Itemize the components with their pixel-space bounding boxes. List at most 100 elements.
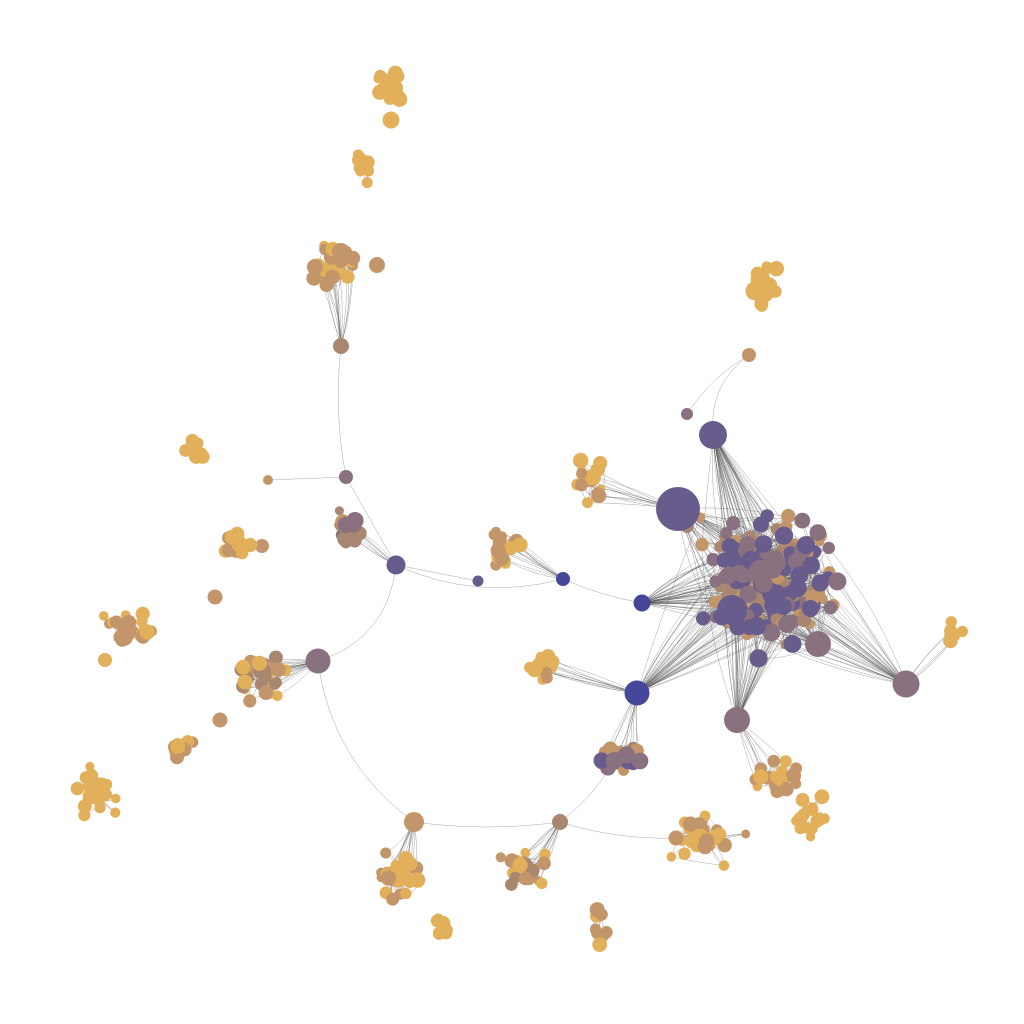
graph-node bbox=[332, 243, 350, 261]
graph-node bbox=[372, 84, 388, 100]
graph-node bbox=[699, 833, 715, 849]
graph-node bbox=[307, 259, 323, 275]
graph-edge bbox=[819, 541, 907, 685]
graph-node bbox=[386, 892, 400, 906]
graph-edge bbox=[636, 606, 784, 694]
graph-node bbox=[749, 560, 771, 582]
graph-node bbox=[520, 847, 531, 858]
graph-node bbox=[527, 662, 543, 678]
graph-node bbox=[235, 659, 251, 675]
graph-node bbox=[386, 555, 406, 575]
graph-node bbox=[382, 111, 400, 129]
graph-edge bbox=[636, 579, 716, 694]
graph-edge bbox=[686, 354, 750, 415]
graph-edge bbox=[395, 564, 564, 588]
graph-node bbox=[720, 527, 733, 540]
hub-node bbox=[699, 421, 727, 449]
graph-node bbox=[760, 284, 776, 300]
graph-node bbox=[802, 556, 820, 575]
graph-node bbox=[582, 497, 593, 509]
graph-node bbox=[518, 871, 533, 886]
hub-node bbox=[656, 487, 700, 531]
graph-edge bbox=[636, 517, 701, 694]
graph-node bbox=[263, 475, 273, 485]
graph-node bbox=[586, 470, 601, 485]
graph-node bbox=[823, 600, 838, 615]
graph-node bbox=[82, 788, 98, 804]
graph-node bbox=[779, 755, 792, 768]
graph-node bbox=[110, 807, 121, 818]
hub-node bbox=[624, 680, 650, 706]
graph-node bbox=[251, 655, 267, 671]
graph-node bbox=[589, 902, 605, 918]
graph-node bbox=[400, 887, 412, 900]
graph-node bbox=[380, 847, 392, 859]
graph-node bbox=[809, 524, 827, 541]
graph-node bbox=[341, 270, 355, 284]
graph-node bbox=[243, 694, 257, 708]
hub-node bbox=[892, 670, 920, 698]
graph-node bbox=[811, 574, 829, 592]
graph-node bbox=[361, 177, 373, 189]
graph-node bbox=[593, 752, 610, 769]
graph-edge bbox=[738, 626, 907, 685]
graph-edge bbox=[345, 476, 397, 566]
graph-node bbox=[796, 536, 816, 555]
graph-node bbox=[683, 816, 699, 832]
graph-node bbox=[188, 439, 203, 454]
graph-node bbox=[339, 470, 353, 484]
graph-node bbox=[762, 623, 781, 642]
nodes-layer bbox=[70, 65, 969, 952]
graph-node bbox=[591, 488, 607, 504]
graph-node bbox=[139, 624, 155, 640]
graph-node bbox=[346, 511, 364, 530]
graph-node bbox=[794, 512, 811, 529]
graph-edge bbox=[317, 660, 415, 823]
graph-node bbox=[388, 65, 403, 81]
graph-node bbox=[409, 872, 426, 888]
graph-node bbox=[745, 281, 765, 301]
graph-node bbox=[111, 793, 121, 804]
graph-node bbox=[573, 452, 589, 469]
graph-node bbox=[536, 877, 548, 890]
graph-node bbox=[797, 613, 812, 628]
graph-node bbox=[631, 752, 649, 770]
graph-edge bbox=[812, 598, 907, 685]
graph-node bbox=[806, 832, 816, 842]
graph-edge bbox=[837, 581, 907, 685]
graph-node bbox=[337, 531, 353, 547]
graph-node bbox=[404, 812, 424, 832]
graph-node bbox=[85, 761, 95, 772]
graph-node bbox=[398, 851, 413, 866]
graph-node bbox=[801, 600, 819, 617]
graph-node bbox=[734, 564, 753, 584]
graph-node bbox=[472, 575, 484, 587]
graph-node bbox=[369, 257, 385, 273]
graph-node bbox=[753, 769, 769, 785]
graph-node bbox=[268, 650, 283, 665]
graph-node bbox=[435, 915, 451, 932]
graph-node bbox=[788, 578, 807, 598]
graph-node bbox=[207, 589, 223, 605]
graph-edge bbox=[395, 564, 479, 582]
graph-node bbox=[739, 585, 757, 603]
graph-node bbox=[814, 789, 830, 805]
graph-node bbox=[793, 811, 808, 826]
graph-edge bbox=[828, 547, 907, 685]
edges-layer bbox=[77, 72, 963, 945]
graph-node bbox=[374, 69, 387, 83]
graph-node bbox=[334, 506, 344, 516]
graph-node bbox=[135, 606, 150, 622]
graph-node bbox=[779, 782, 794, 797]
graph-node bbox=[212, 712, 228, 728]
graph-node bbox=[391, 91, 408, 107]
graph-node bbox=[258, 685, 274, 700]
graph-node bbox=[678, 847, 691, 860]
graph-edge bbox=[737, 626, 907, 685]
graph-node bbox=[325, 269, 340, 285]
graph-edge bbox=[813, 607, 907, 685]
graph-node bbox=[747, 616, 767, 636]
graph-node bbox=[722, 549, 741, 568]
